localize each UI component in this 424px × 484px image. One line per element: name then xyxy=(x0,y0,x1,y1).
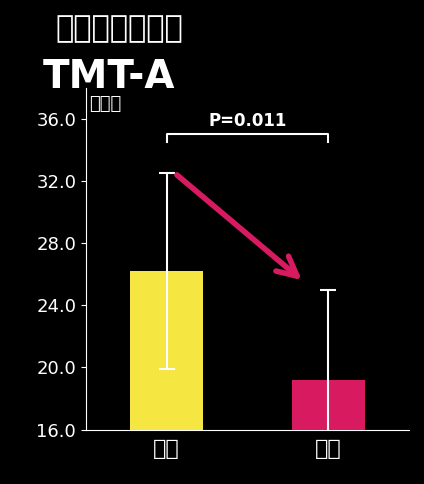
Bar xyxy=(292,380,365,430)
Text: P=0.011: P=0.011 xyxy=(208,112,287,130)
Text: （秒）: （秒） xyxy=(89,95,121,113)
Text: TMT-A: TMT-A xyxy=(42,58,175,96)
Text: 注意機能の向上: 注意機能の向上 xyxy=(55,15,183,44)
Bar xyxy=(130,271,203,430)
